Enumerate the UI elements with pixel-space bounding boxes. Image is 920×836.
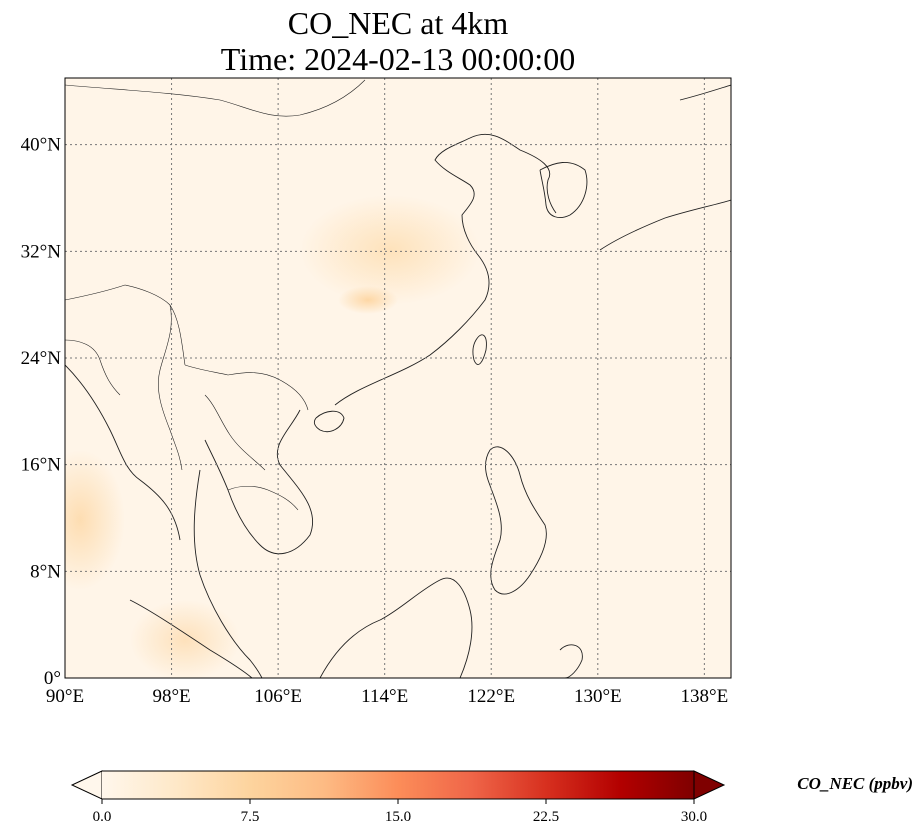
x-tick-label: 98°E xyxy=(152,686,190,707)
colorbar-label: CO_NEC (ppbv) xyxy=(797,774,913,793)
enhanced-region-sumatra xyxy=(130,600,240,678)
y-tick-label: 32°N xyxy=(21,241,62,262)
enhanced-region-sichuan xyxy=(338,286,398,314)
y-axis-ticks: 0° 8°N 16°N 24°N 32°N 40°N xyxy=(21,135,62,689)
colorbar-tick-label: 30.0 xyxy=(681,809,707,825)
map-title-line-2: Time: 2024-02-13 00:00:00 xyxy=(220,41,576,77)
x-tick-label: 122°E xyxy=(467,686,515,707)
colorbar-tick-label: 22.5 xyxy=(533,809,559,825)
colorbar-tick-label: 7.5 xyxy=(241,809,260,825)
colorbar-tick-label: 15.0 xyxy=(385,809,411,825)
colorbar-gradient xyxy=(102,771,694,799)
x-tick-label: 138°E xyxy=(681,686,729,707)
y-tick-label: 8°N xyxy=(30,561,61,582)
map-title-line-1: CO_NEC at 4km xyxy=(287,5,509,41)
map-frame xyxy=(64,77,732,679)
coastlines xyxy=(65,84,731,678)
country-borders xyxy=(65,79,366,511)
colorbar-ticks: 0.0 7.5 15.0 22.5 30.0 xyxy=(93,799,707,825)
concentration-field xyxy=(65,78,731,678)
x-axis-ticks: 90°E 98°E 106°E 114°E 122°E 130°E 138°E xyxy=(46,686,728,707)
x-tick-label: 114°E xyxy=(361,686,408,707)
y-tick-label: 0° xyxy=(44,668,61,689)
colorbar-high-extension xyxy=(693,770,726,800)
enhanced-concentration-layer xyxy=(65,195,480,678)
x-tick-label: 130°E xyxy=(574,686,622,707)
y-tick-label: 16°N xyxy=(21,455,62,476)
x-tick-label: 106°E xyxy=(254,686,302,707)
enhanced-region-bengal xyxy=(65,450,125,590)
colorbar-tick-label: 0.0 xyxy=(93,809,112,825)
y-tick-label: 24°N xyxy=(21,348,62,369)
enhanced-region-north-china xyxy=(300,195,480,305)
map-plot-area xyxy=(65,78,731,678)
colorbar-low-extension xyxy=(70,770,103,800)
x-tick-label: 90°E xyxy=(46,686,84,707)
y-tick-label: 40°N xyxy=(21,135,62,156)
colorbar: 0.0 7.5 15.0 22.5 30.0 CO_NEC (ppbv) xyxy=(70,770,913,825)
